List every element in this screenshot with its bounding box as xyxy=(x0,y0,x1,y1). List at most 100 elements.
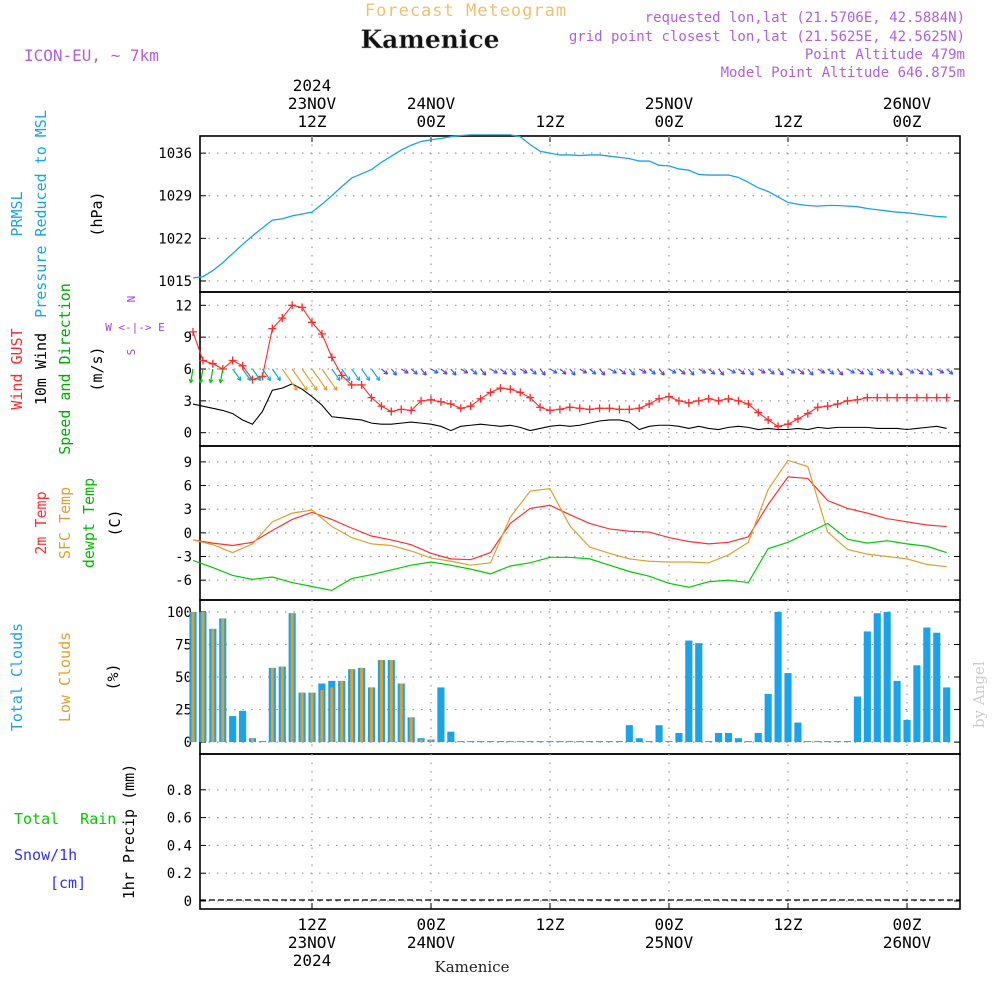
wind-direction-arrow xyxy=(440,368,448,375)
gust-point xyxy=(317,329,326,338)
gust-point xyxy=(198,356,207,365)
wind-direction-arrow xyxy=(209,368,214,383)
total-cloud-bar xyxy=(665,741,673,743)
total-cloud-bar xyxy=(863,631,871,743)
clouds-ytick-label: 0 xyxy=(184,735,192,751)
gust-point xyxy=(337,371,346,380)
gust-point xyxy=(665,392,673,401)
total-cloud-bar xyxy=(506,741,514,743)
wind-direction-arrowhead xyxy=(198,378,204,384)
credit-watermark: by Angel xyxy=(970,661,988,728)
wind-ytick-label: 0 xyxy=(184,426,192,442)
wind-direction-arrowhead xyxy=(600,371,606,376)
total-cloud-bar xyxy=(645,741,653,743)
wind-direction-arrow xyxy=(668,368,677,374)
wind-direction-arrow xyxy=(638,368,647,374)
gust-point xyxy=(466,402,475,411)
total-cloud-bar xyxy=(903,719,911,743)
gust-point xyxy=(565,403,574,412)
gust-point xyxy=(784,420,792,429)
wind-direction-arrow xyxy=(926,368,933,376)
gust-point xyxy=(883,393,892,402)
gust-point xyxy=(645,400,654,409)
wind-direction-arrow xyxy=(757,368,766,374)
wind-direction-arrow xyxy=(420,368,427,376)
precip-ytick-label: 0 xyxy=(184,894,192,910)
gust-point xyxy=(298,303,307,312)
top-time-label: 00Z xyxy=(655,112,684,131)
top-time-label: 12Z xyxy=(536,112,565,131)
wind-direction-arrow xyxy=(847,368,855,374)
gust-point xyxy=(387,407,396,416)
gust-point xyxy=(555,405,564,414)
wind-direction-arrowhead xyxy=(552,369,558,374)
temperature-unit: (C) xyxy=(106,509,124,536)
total-cloud-bar xyxy=(943,687,951,743)
gust-point xyxy=(486,388,495,397)
wind-direction-arrowhead xyxy=(710,370,716,375)
low-cloud-bar xyxy=(429,739,433,743)
wind-direction-arrowhead xyxy=(541,371,546,376)
total-cloud-bar xyxy=(843,741,852,743)
wind-direction-arrow xyxy=(242,368,252,381)
wind-direction-arrowhead xyxy=(256,376,262,381)
wind-direction-arrowhead xyxy=(591,370,597,375)
gust-point xyxy=(744,400,753,409)
total-cloud-bar xyxy=(873,613,881,743)
precip-ytick-label: 0.8 xyxy=(167,783,192,799)
wind-direction-arrow xyxy=(936,368,944,374)
low-cloud-bar xyxy=(280,666,284,743)
temperature-ytick-label: 6 xyxy=(184,479,192,495)
low-cloud-bar xyxy=(191,611,195,743)
total-cloud-bar xyxy=(457,741,465,743)
wind-direction-arrowhead xyxy=(800,370,805,375)
gust-point xyxy=(278,314,287,323)
wind-direction-arrow xyxy=(390,368,397,376)
wind-direction-arrow xyxy=(351,368,361,381)
total-cloud-bar xyxy=(229,716,237,743)
panel-pressure: 1015 1022 1029 1036 PRMSL Pressure Reduced to… xyxy=(8,110,961,318)
grid-coords: grid point closest lon,lat (21.5625E, 42… xyxy=(569,29,965,45)
clouds-ylabel: Low Clouds xyxy=(56,632,74,722)
wind-direction-arrow xyxy=(728,368,736,374)
low-cloud-bar xyxy=(340,680,344,743)
temperature-ytick-label: -3 xyxy=(175,550,192,566)
temperature-ytick-label: -6 xyxy=(175,573,192,589)
total-cloud-bar xyxy=(556,741,564,743)
bottom-time-label: 25NOV xyxy=(645,933,694,952)
gust-point xyxy=(922,393,931,402)
total-cloud-bar xyxy=(913,665,921,743)
total-cloud-bar xyxy=(546,741,554,743)
total-cloud-bar xyxy=(804,741,812,743)
wind-direction-arrow xyxy=(609,368,617,374)
total-cloud-bar xyxy=(566,741,574,743)
precip-ytick-label: 0.2 xyxy=(167,866,192,882)
top-time-label: 2024 xyxy=(293,76,332,95)
wind-direction-arrowhead xyxy=(523,369,528,374)
wind-direction-arrow xyxy=(787,368,796,374)
wind-direction-arrowhead xyxy=(502,370,508,375)
wind-direction-arrowhead xyxy=(303,386,308,391)
forecast-title: Forecast Meteogram xyxy=(365,1,567,21)
wind-direction-arrowhead xyxy=(642,369,647,374)
wind-direction-arrow xyxy=(678,368,686,375)
wind-direction-arrow xyxy=(189,368,194,383)
wind-direction-arrow xyxy=(708,368,716,375)
wind-direction-arrow xyxy=(797,368,805,375)
wind-direction-arrowhead xyxy=(868,371,874,376)
compass-south: S xyxy=(125,349,138,356)
low-cloud-bar xyxy=(350,669,354,743)
gust-point xyxy=(189,327,197,336)
low-cloud-bar xyxy=(290,613,294,743)
temperature-ylabel: dewpt Temp xyxy=(80,478,98,568)
gust-point xyxy=(208,359,217,368)
model-altitude: Model Point Altitude 646.875m xyxy=(721,65,965,81)
low-cloud-bar xyxy=(300,692,304,743)
low-cloud-bar xyxy=(211,628,215,743)
temperature-ytick-label: 9 xyxy=(184,455,192,471)
wind-direction-arrow xyxy=(549,368,558,374)
wind-direction-arrowhead xyxy=(880,369,885,374)
gust-point xyxy=(268,324,277,333)
